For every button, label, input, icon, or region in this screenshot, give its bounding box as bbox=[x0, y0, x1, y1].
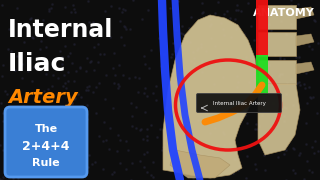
Bar bbox=[256, 55, 268, 95]
Text: Rule: Rule bbox=[32, 158, 60, 168]
Text: ANATOMY: ANATOMY bbox=[253, 8, 315, 18]
FancyBboxPatch shape bbox=[196, 93, 282, 112]
Text: The: The bbox=[35, 124, 58, 134]
Polygon shape bbox=[258, 32, 296, 56]
Polygon shape bbox=[296, 34, 314, 46]
Text: 2+4+4: 2+4+4 bbox=[22, 140, 70, 153]
Polygon shape bbox=[296, 62, 314, 74]
Polygon shape bbox=[258, 5, 296, 29]
Polygon shape bbox=[258, 60, 296, 84]
Text: Iliac: Iliac bbox=[8, 52, 66, 76]
Polygon shape bbox=[258, 84, 300, 155]
Polygon shape bbox=[163, 15, 258, 178]
Bar bbox=[256, 0, 268, 55]
Text: Internal: Internal bbox=[8, 18, 113, 42]
FancyBboxPatch shape bbox=[5, 107, 87, 177]
Polygon shape bbox=[170, 150, 230, 178]
Text: Internal Iliac Artery: Internal Iliac Artery bbox=[212, 100, 265, 105]
Polygon shape bbox=[296, 7, 314, 19]
Text: Artery: Artery bbox=[8, 88, 78, 107]
